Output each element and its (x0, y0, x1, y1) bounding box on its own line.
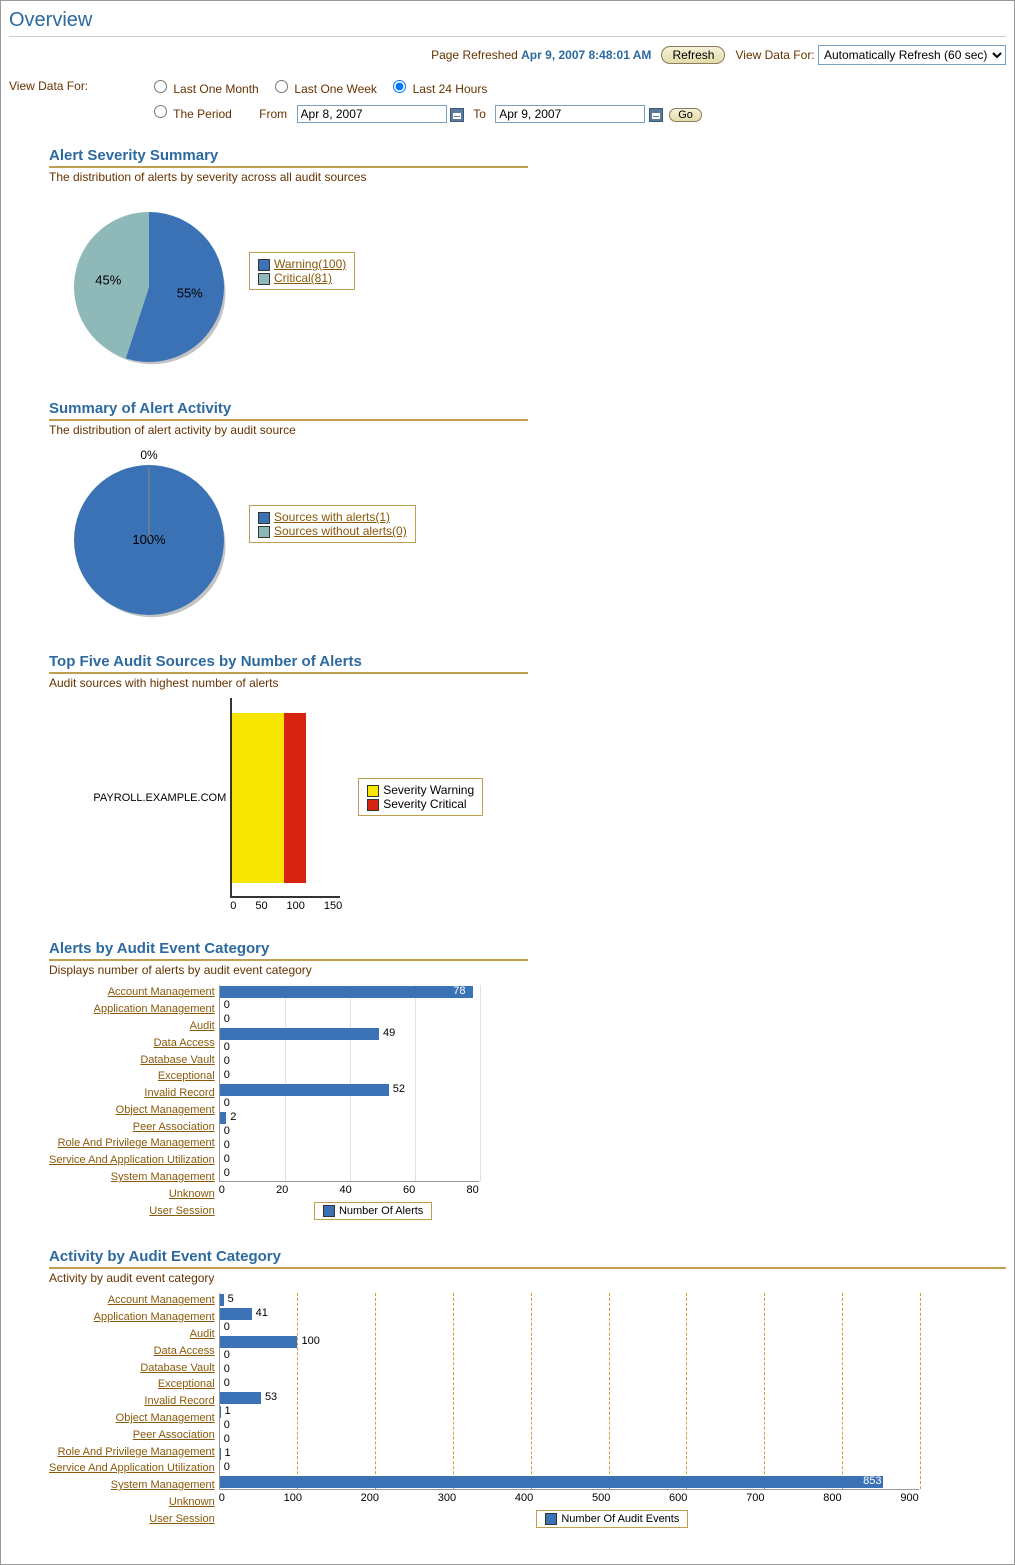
panel-sub: The distribution of alert activity by au… (49, 423, 528, 437)
category-link[interactable]: Exceptional (158, 1070, 215, 1082)
category-link[interactable]: Audit (190, 1020, 215, 1032)
from-label: From (259, 107, 287, 121)
legend-item[interactable]: Sources with alerts(1) (274, 510, 390, 524)
from-date-input[interactable] (297, 105, 447, 123)
top5-legend: Severity Warning Severity Critical (358, 778, 483, 816)
radio-last-week[interactable]: Last One Week (270, 82, 377, 96)
severity-legend: Warning(100)Critical(81) (249, 252, 355, 290)
panel-sub: Audit sources with highest number of ale… (49, 676, 528, 690)
category-link[interactable]: Unknown (169, 1188, 215, 1200)
legend-critical: Severity Critical (383, 797, 466, 811)
category-link[interactable]: Audit (190, 1328, 215, 1340)
category-link[interactable]: Application Management (94, 1003, 215, 1015)
calendar-icon[interactable] (450, 108, 464, 122)
refresh-button[interactable]: Refresh (661, 46, 725, 64)
title-rule (9, 36, 1006, 37)
category-link[interactable]: Account Management (108, 986, 215, 998)
category-link[interactable]: Service And Application Utilization (49, 1154, 215, 1166)
alerts-legend: Number Of Alerts (314, 1202, 432, 1220)
view-data-for-label: View Data For: (9, 77, 149, 93)
panel-activity-summary: Summary of Alert Activity The distributi… (49, 400, 528, 625)
refresh-interval-select[interactable]: Automatically Refresh (60 sec) (818, 45, 1006, 65)
panel-title: Summary of Alert Activity (49, 400, 528, 421)
alerts-x-axis: 020406080 (219, 1181, 479, 1196)
page-title: Overview (9, 9, 1006, 32)
category-link[interactable]: Object Management (116, 1104, 215, 1116)
panel-title: Alert Severity Summary (49, 147, 528, 168)
category-link[interactable]: System Management (111, 1479, 215, 1491)
alerts-y-labels: Account Management Application Management… (49, 985, 219, 1220)
refresh-row: Page Refreshed Apr 9, 2007 8:48:01 AM Re… (9, 45, 1006, 65)
calendar-icon[interactable] (649, 108, 663, 122)
category-link[interactable]: Data Access (154, 1037, 215, 1049)
category-link[interactable]: Database Vault (140, 1054, 214, 1066)
panel-sub: Activity by audit event category (49, 1271, 1006, 1285)
panel-alerts-cat: Alerts by Audit Event Category Displays … (49, 940, 528, 1220)
refreshed-prefix: Page Refreshed (431, 48, 521, 62)
category-link[interactable]: Role And Privilege Management (58, 1446, 215, 1458)
activity-y-labels: Account Management Application Management… (49, 1293, 219, 1528)
top5-source-label: PAYROLL.EXAMPLE.COM (93, 698, 230, 898)
svg-text:0%: 0% (140, 448, 158, 462)
legend-warning: Severity Warning (383, 783, 474, 797)
category-link[interactable]: Exceptional (158, 1378, 215, 1390)
category-link[interactable]: Role And Privilege Management (58, 1137, 215, 1149)
category-link[interactable]: Application Management (94, 1311, 215, 1323)
refreshed-timestamp: Apr 9, 2007 8:48:01 AM (521, 48, 651, 62)
view-data-for-label-top: View Data For: (736, 48, 815, 62)
top5-bar-chart (230, 698, 340, 898)
filter-row: View Data For: Last One Month Last One W… (9, 77, 1006, 123)
category-link[interactable]: User Session (149, 1513, 214, 1525)
legend-item[interactable]: Warning(100) (274, 257, 346, 271)
panel-title: Top Five Audit Sources by Number of Aler… (49, 653, 528, 674)
activity-x-axis: 0100200300400500600700800900 (219, 1489, 919, 1504)
severity-pie-chart: 55% 45% (49, 192, 249, 372)
svg-text:45%: 45% (95, 273, 121, 288)
panel-activity-cat: Activity by Audit Event Category Activit… (49, 1248, 1006, 1528)
category-link[interactable]: System Management (111, 1171, 215, 1183)
panel-title: Alerts by Audit Event Category (49, 940, 528, 961)
category-link[interactable]: Unknown (169, 1496, 215, 1508)
panel-top5: Top Five Audit Sources by Number of Aler… (49, 653, 528, 912)
activity-legend: Number Of Audit Events (536, 1510, 688, 1528)
radio-last-24h[interactable]: Last 24 Hours (388, 82, 487, 96)
to-label: To (473, 107, 486, 121)
to-date-input[interactable] (495, 105, 645, 123)
category-link[interactable]: Data Access (154, 1345, 215, 1357)
activity-legend: Sources with alerts(1)Sources without al… (249, 505, 416, 543)
category-link[interactable]: User Session (149, 1205, 214, 1217)
category-link[interactable]: Invalid Record (144, 1395, 214, 1407)
panel-title: Activity by Audit Event Category (49, 1248, 1006, 1269)
radio-last-month[interactable]: Last One Month (149, 82, 259, 96)
legend-item[interactable]: Critical(81) (274, 271, 332, 285)
top5-x-axis: 050100150 (230, 898, 342, 912)
category-link[interactable]: Database Vault (140, 1362, 214, 1374)
activity-bar-chart: 54101000005310010853 (219, 1293, 919, 1489)
alerts-bar-chart: 78004900052020000 (219, 985, 479, 1181)
panel-severity: Alert Severity Summary The distribution … (49, 147, 528, 372)
category-link[interactable]: Service And Application Utilization (49, 1462, 215, 1474)
category-link[interactable]: Account Management (108, 1294, 215, 1306)
go-button[interactable]: Go (669, 108, 702, 122)
panel-sub: The distribution of alerts by severity a… (49, 170, 528, 184)
category-link[interactable]: Invalid Record (144, 1087, 214, 1099)
radio-period[interactable]: The Period (149, 107, 232, 121)
legend-item[interactable]: Sources without alerts(0) (274, 524, 407, 538)
category-link[interactable]: Object Management (116, 1412, 215, 1424)
svg-text:55%: 55% (177, 285, 203, 300)
category-link[interactable]: Peer Association (133, 1429, 215, 1441)
category-link[interactable]: Peer Association (133, 1121, 215, 1133)
activity-pie-chart: 100%0% (49, 445, 249, 625)
panel-sub: Displays number of alerts by audit event… (49, 963, 528, 977)
